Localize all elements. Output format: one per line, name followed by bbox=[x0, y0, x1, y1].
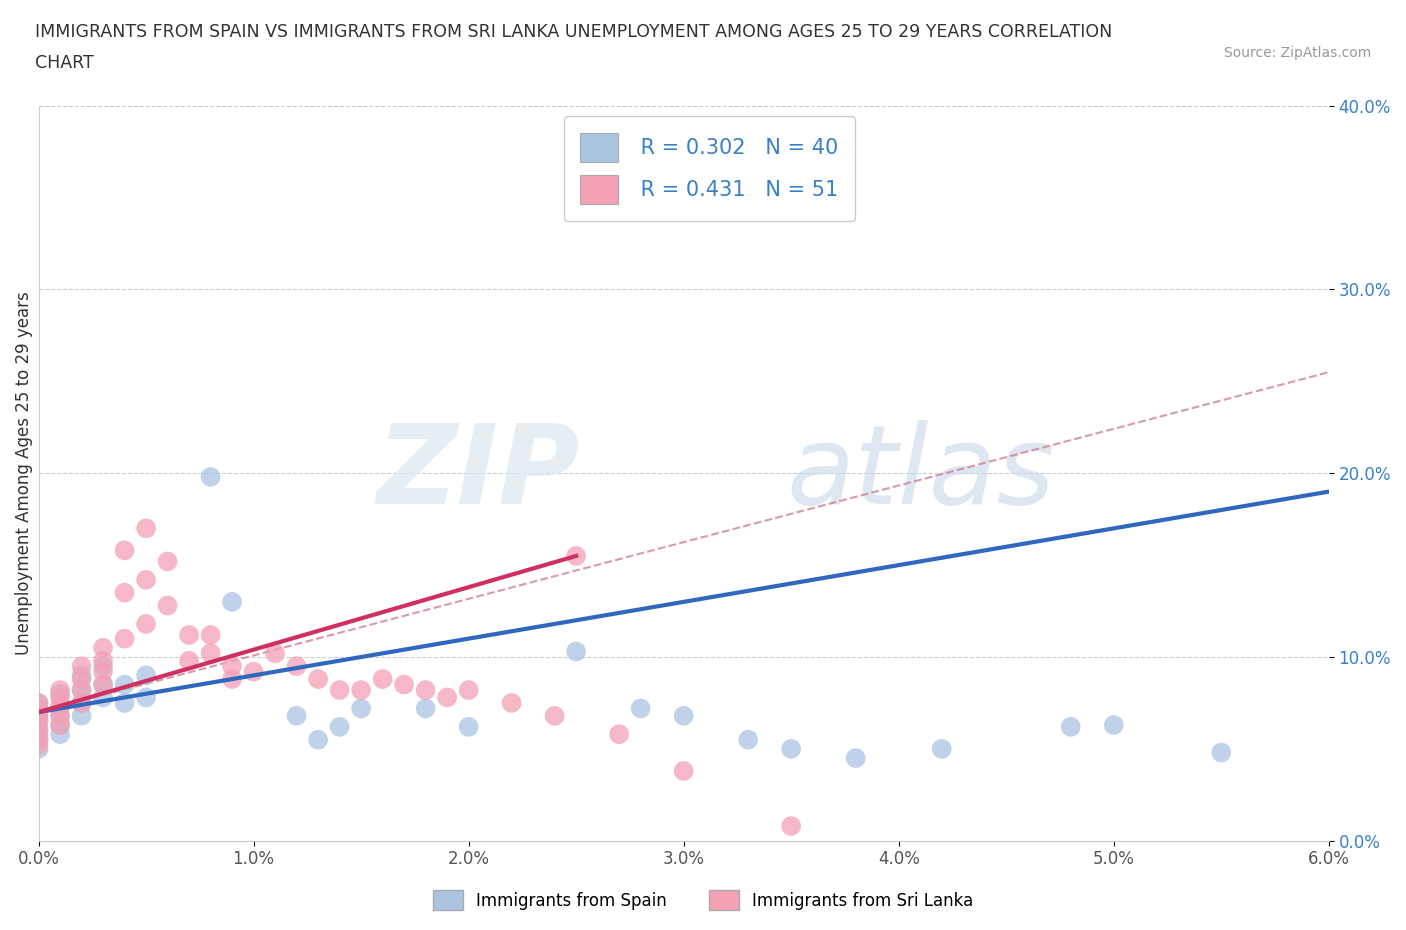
Point bbox=[49, 683, 72, 698]
Point bbox=[27, 730, 49, 745]
Point bbox=[371, 671, 394, 686]
Point bbox=[70, 709, 93, 724]
Point bbox=[672, 764, 695, 778]
Point bbox=[285, 658, 308, 673]
Point bbox=[27, 737, 49, 752]
Point bbox=[501, 696, 523, 711]
Point bbox=[457, 720, 479, 735]
Point bbox=[114, 543, 136, 558]
Point bbox=[91, 653, 114, 668]
Point bbox=[457, 683, 479, 698]
Point bbox=[27, 726, 49, 741]
Point bbox=[27, 709, 49, 724]
Point bbox=[307, 732, 329, 747]
Point bbox=[49, 699, 72, 714]
Point bbox=[49, 690, 72, 705]
Point bbox=[49, 726, 72, 741]
Point bbox=[565, 644, 588, 659]
Point bbox=[221, 671, 243, 686]
Point bbox=[49, 718, 72, 733]
Text: IMMIGRANTS FROM SPAIN VS IMMIGRANTS FROM SRI LANKA UNEMPLOYMENT AMONG AGES 25 TO: IMMIGRANTS FROM SPAIN VS IMMIGRANTS FROM… bbox=[35, 23, 1112, 41]
Point bbox=[780, 818, 803, 833]
Point bbox=[630, 701, 652, 716]
Point bbox=[780, 741, 803, 756]
Y-axis label: Unemployment Among Ages 25 to 29 years: Unemployment Among Ages 25 to 29 years bbox=[15, 291, 32, 655]
Point bbox=[436, 690, 458, 705]
Legend: Immigrants from Spain, Immigrants from Sri Lanka: Immigrants from Spain, Immigrants from S… bbox=[426, 884, 980, 917]
Point bbox=[392, 677, 415, 692]
Point bbox=[70, 671, 93, 686]
Point bbox=[27, 696, 49, 711]
Point bbox=[27, 741, 49, 756]
Text: Source: ZipAtlas.com: Source: ZipAtlas.com bbox=[1223, 46, 1371, 60]
Point bbox=[91, 677, 114, 692]
Point bbox=[415, 701, 437, 716]
Point bbox=[672, 709, 695, 724]
Point bbox=[49, 686, 72, 701]
Point bbox=[242, 664, 264, 679]
Point bbox=[221, 594, 243, 609]
Point bbox=[27, 714, 49, 729]
Point bbox=[135, 572, 157, 587]
Point bbox=[114, 696, 136, 711]
Point bbox=[177, 653, 200, 668]
Text: ZIP: ZIP bbox=[377, 419, 581, 526]
Point bbox=[70, 668, 93, 683]
Point bbox=[329, 720, 352, 735]
Point bbox=[415, 683, 437, 698]
Legend:  R = 0.302   N = 40,  R = 0.431   N = 51: R = 0.302 N = 40, R = 0.431 N = 51 bbox=[564, 116, 855, 221]
Point bbox=[350, 683, 373, 698]
Point bbox=[285, 709, 308, 724]
Point bbox=[114, 585, 136, 600]
Point bbox=[845, 751, 868, 765]
Point bbox=[49, 718, 72, 733]
Point bbox=[264, 646, 287, 661]
Point bbox=[27, 732, 49, 747]
Point bbox=[329, 683, 352, 698]
Point bbox=[200, 628, 222, 643]
Text: CHART: CHART bbox=[35, 54, 94, 72]
Point bbox=[70, 683, 93, 698]
Text: atlas: atlas bbox=[787, 419, 1056, 526]
Point bbox=[27, 724, 49, 738]
Point bbox=[91, 641, 114, 656]
Point bbox=[70, 696, 93, 711]
Point bbox=[49, 709, 72, 724]
Point bbox=[27, 720, 49, 735]
Point bbox=[307, 671, 329, 686]
Point bbox=[70, 683, 93, 698]
Point bbox=[27, 696, 49, 711]
Point bbox=[135, 521, 157, 536]
Point bbox=[177, 628, 200, 643]
Point bbox=[135, 668, 157, 683]
Point bbox=[156, 554, 179, 569]
Point bbox=[607, 726, 630, 741]
Point bbox=[200, 470, 222, 485]
Point bbox=[91, 690, 114, 705]
Point bbox=[49, 709, 72, 724]
Point bbox=[27, 701, 49, 716]
Point bbox=[114, 677, 136, 692]
Point bbox=[1102, 718, 1125, 733]
Point bbox=[200, 646, 222, 661]
Point bbox=[114, 631, 136, 646]
Point bbox=[931, 741, 953, 756]
Point bbox=[221, 658, 243, 673]
Point bbox=[135, 690, 157, 705]
Point bbox=[156, 598, 179, 613]
Point bbox=[91, 664, 114, 679]
Point bbox=[1211, 745, 1233, 760]
Point bbox=[565, 549, 588, 564]
Point bbox=[70, 658, 93, 673]
Point bbox=[543, 709, 565, 724]
Point bbox=[27, 709, 49, 724]
Point bbox=[70, 696, 93, 711]
Point bbox=[737, 732, 759, 747]
Point bbox=[1060, 720, 1083, 735]
Point bbox=[91, 658, 114, 673]
Point bbox=[49, 699, 72, 714]
Point bbox=[350, 701, 373, 716]
Point bbox=[91, 677, 114, 692]
Point bbox=[135, 617, 157, 631]
